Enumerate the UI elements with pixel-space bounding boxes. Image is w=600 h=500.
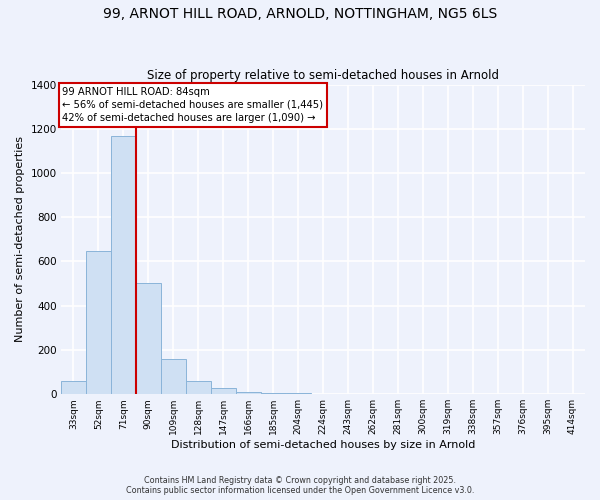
Bar [136, 284, 161, 394]
Bar [61, 380, 86, 394]
Y-axis label: Number of semi-detached properties: Number of semi-detached properties [15, 136, 25, 342]
Bar [161, 358, 186, 394]
Bar [286, 393, 311, 394]
Bar [111, 136, 136, 394]
Text: 99, ARNOT HILL ROAD, ARNOLD, NOTTINGHAM, NG5 6LS: 99, ARNOT HILL ROAD, ARNOLD, NOTTINGHAM,… [103, 8, 497, 22]
Text: 99 ARNOT HILL ROAD: 84sqm
← 56% of semi-detached houses are smaller (1,445)
42% : 99 ARNOT HILL ROAD: 84sqm ← 56% of semi-… [62, 87, 323, 123]
Bar [260, 393, 286, 394]
Bar [211, 388, 236, 394]
Bar [236, 392, 260, 394]
X-axis label: Distribution of semi-detached houses by size in Arnold: Distribution of semi-detached houses by … [171, 440, 475, 450]
Bar [186, 380, 211, 394]
Bar [86, 252, 111, 394]
Title: Size of property relative to semi-detached houses in Arnold: Size of property relative to semi-detach… [147, 69, 499, 82]
Text: Contains HM Land Registry data © Crown copyright and database right 2025.
Contai: Contains HM Land Registry data © Crown c… [126, 476, 474, 495]
